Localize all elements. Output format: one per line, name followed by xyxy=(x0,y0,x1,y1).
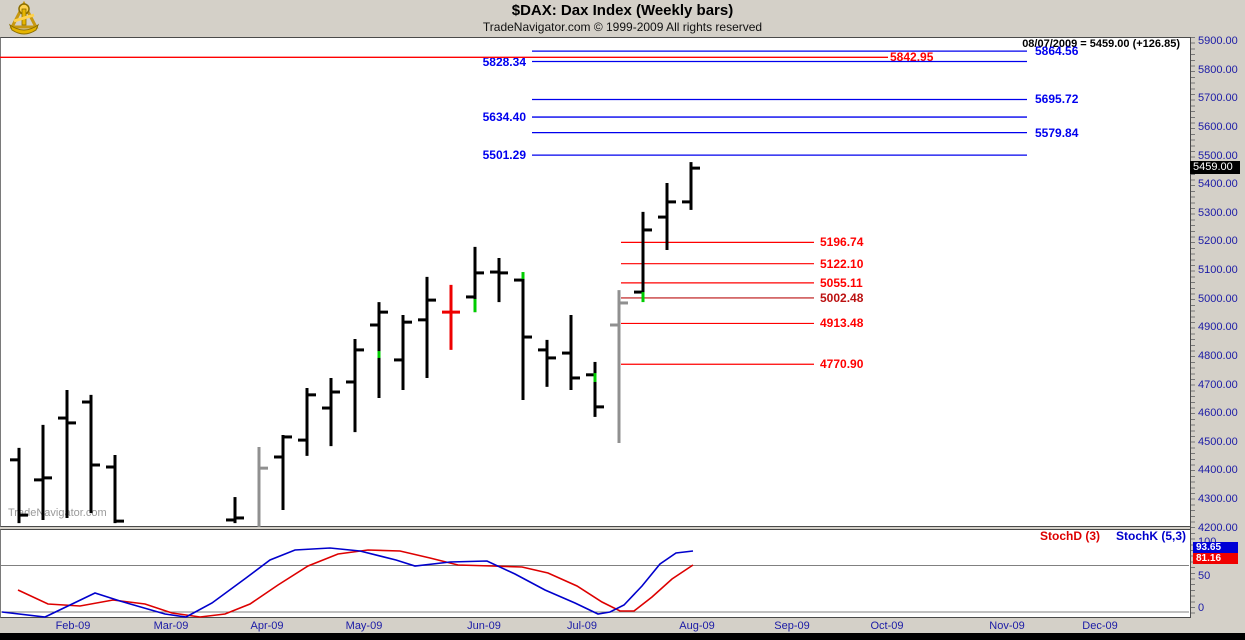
price-axis-label: 5800.00 xyxy=(1198,63,1238,76)
month-axis-label: Jun-09 xyxy=(467,620,501,632)
price-axis-label: 4700.00 xyxy=(1198,378,1238,391)
month-axis-label: Sep-09 xyxy=(774,620,810,632)
watermark-text: TradeNavigator.com xyxy=(8,507,107,519)
stochastic-legend: StochD (3) StochK (5,3) xyxy=(800,529,1186,543)
price-chart-panel[interactable] xyxy=(0,37,1190,527)
red-level-label: 5196.74 xyxy=(820,235,864,250)
blue-level-label-right: 5695.72 xyxy=(1035,92,1079,107)
title-band: $DAX: Dax Index (Weekly bars) TradeNavig… xyxy=(0,0,1245,37)
price-axis-label: 4300.00 xyxy=(1198,493,1238,506)
price-axis-label: 4800.00 xyxy=(1198,349,1238,362)
stochk-value-badge: 93.65 xyxy=(1193,542,1238,553)
price-axis-label: 4900.00 xyxy=(1198,321,1238,334)
last-price-badge: 5459.00 xyxy=(1190,161,1240,174)
blue-level-label-left: 5501.29 xyxy=(482,148,526,163)
red-level-label: 5002.48 xyxy=(820,290,864,305)
blue-level-label-left: 5634.40 xyxy=(482,110,526,125)
red-level-label: 5055.11 xyxy=(820,275,863,290)
month-axis-label: Apr-09 xyxy=(250,620,284,632)
month-axis-label: Nov-09 xyxy=(989,620,1025,632)
price-axis-label: 5000.00 xyxy=(1198,292,1238,305)
price-axis-label: 4600.00 xyxy=(1198,407,1238,420)
price-axis-label: 5500.00 xyxy=(1198,149,1238,162)
price-axis-strip[interactable] xyxy=(1190,37,1245,618)
price-axis-label: 5700.00 xyxy=(1198,92,1238,105)
red-level-label: 4770.90 xyxy=(820,357,864,372)
price-axis-label: 5600.00 xyxy=(1198,120,1238,133)
stochd-value-badge: 81.16 xyxy=(1193,553,1238,564)
price-axis-label: 4200.00 xyxy=(1198,521,1238,534)
stoch-axis-label: 0 xyxy=(1198,602,1205,614)
red-level-label: 5842.95 xyxy=(890,50,934,65)
date-axis-band[interactable] xyxy=(0,618,1245,633)
month-axis-label: Dec-09 xyxy=(1082,620,1118,632)
month-axis-label: Mar-09 xyxy=(153,620,189,632)
month-axis-label: Oct-09 xyxy=(870,620,904,632)
bottom-black-bar xyxy=(0,633,1245,640)
copyright-subtitle: TradeNavigator.com © 1999-2009 All right… xyxy=(482,20,763,34)
month-axis-label: Feb-09 xyxy=(55,620,91,632)
stochk-legend-label: StochK (5,3) xyxy=(1115,529,1186,543)
price-axis-label: 5100.00 xyxy=(1198,264,1238,277)
month-axis-label: Aug-09 xyxy=(679,620,715,632)
price-axis-label: 5900.00 xyxy=(1198,35,1238,47)
blue-level-label-left: 5828.34 xyxy=(482,54,526,69)
price-axis-label: 4400.00 xyxy=(1198,464,1238,477)
price-axis-label: 4500.00 xyxy=(1198,435,1238,448)
red-level-label: 5122.10 xyxy=(820,256,864,271)
price-axis-label: 5300.00 xyxy=(1198,206,1238,219)
chart-title: $DAX: Dax Index (Weekly bars) xyxy=(511,2,734,19)
month-axis-label: May-09 xyxy=(345,620,383,632)
price-axis-label: 5200.00 xyxy=(1198,235,1238,248)
axis-tick-marks xyxy=(1191,37,1195,618)
blue-level-label-right: 5579.84 xyxy=(1035,125,1079,140)
blue-level-label-right: 5864.56 xyxy=(1035,44,1079,59)
stochd-legend-label: StochD (3) xyxy=(1039,529,1100,543)
last-quote-readout: 08/07/2009 = 5459.00 (+126.85) xyxy=(1022,38,1180,50)
trade-navigator-sextant-icon xyxy=(8,1,40,35)
red-level-label: 4913.48 xyxy=(820,316,864,331)
stoch-axis-label: 50 xyxy=(1198,570,1211,582)
price-axis-label: 5400.00 xyxy=(1198,178,1238,191)
month-axis-label: Jul-09 xyxy=(567,620,597,632)
